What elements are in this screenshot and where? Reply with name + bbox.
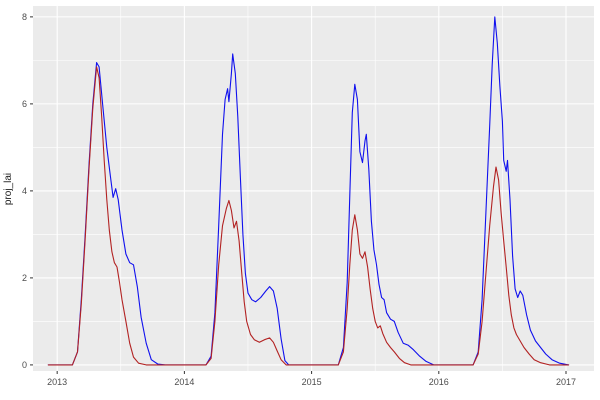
minor-gridlines xyxy=(33,6,594,371)
axis-tick-marks xyxy=(30,16,567,374)
y-tick-label: 0 xyxy=(22,360,27,370)
x-tick-label: 2014 xyxy=(174,377,194,387)
blue-series-line xyxy=(47,16,570,366)
x-tick-label: 2013 xyxy=(47,377,67,387)
x-tick-label: 2017 xyxy=(556,377,576,387)
x-tick-label: 2015 xyxy=(302,377,322,387)
y-tick-label: 8 xyxy=(22,12,27,22)
y-axis-tick-labels: 0 2 4 6 8 xyxy=(22,12,27,370)
y-axis-title: proj_lai xyxy=(3,173,14,205)
red-series-line xyxy=(47,66,570,366)
y-tick-label: 6 xyxy=(22,99,27,109)
y-tick-label: 2 xyxy=(22,273,27,283)
x-tick-label: 2016 xyxy=(429,377,449,387)
x-axis-tick-labels: 2013 2014 2015 2016 2017 xyxy=(47,377,576,387)
y-tick-label: 4 xyxy=(22,186,27,196)
panel-background xyxy=(33,6,594,371)
series-lines xyxy=(47,16,570,366)
